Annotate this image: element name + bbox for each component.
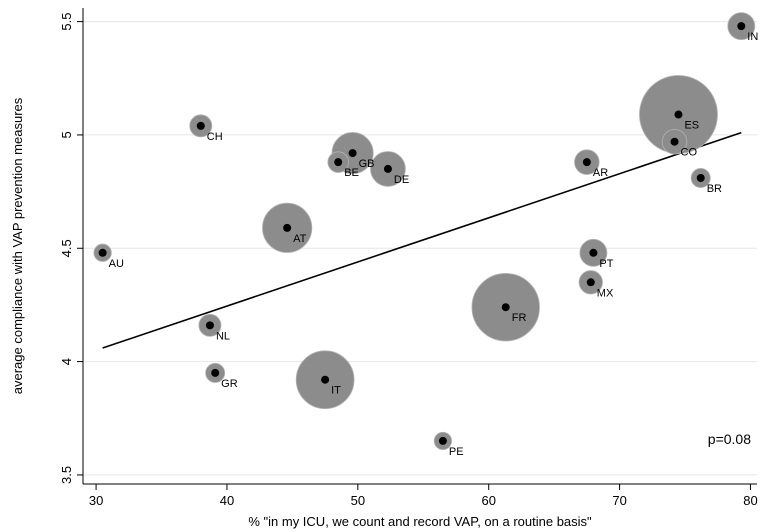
point-label-de: DE bbox=[394, 174, 409, 186]
y-tick-label: 5 bbox=[59, 131, 74, 138]
bubble-layer bbox=[93, 12, 756, 451]
point-label-in: IN bbox=[747, 31, 758, 43]
point-ch bbox=[196, 121, 205, 130]
point-at bbox=[283, 223, 292, 232]
point-label-gr: GR bbox=[221, 378, 238, 390]
point-label-co: CO bbox=[681, 147, 698, 159]
y-tick-label: 3.5 bbox=[59, 466, 74, 484]
point-pe bbox=[438, 436, 447, 445]
point-fr bbox=[501, 303, 510, 312]
point-in bbox=[737, 22, 746, 31]
x-tick-label: 70 bbox=[612, 493, 626, 508]
point-au bbox=[98, 248, 107, 257]
x-axis-title: % "in my ICU, we count and record VAP, o… bbox=[248, 514, 592, 529]
y-tick-label: 4 bbox=[59, 358, 74, 365]
point-label-pt: PT bbox=[599, 258, 613, 270]
y-tick-label: 4.5 bbox=[59, 239, 74, 257]
point-nl bbox=[205, 321, 214, 330]
y-ticks: 3.5 4 4.5 5 5.5 bbox=[59, 13, 83, 484]
point-pt bbox=[589, 248, 598, 257]
point-de bbox=[383, 164, 392, 173]
point-it bbox=[321, 375, 330, 384]
point-gb bbox=[348, 149, 357, 158]
point-label-au: AU bbox=[109, 258, 124, 270]
y-tick-label: 5.5 bbox=[59, 13, 74, 31]
point-label-at: AT bbox=[293, 233, 307, 245]
point-label-br: BR bbox=[707, 183, 722, 195]
point-label-mx: MX bbox=[597, 287, 614, 299]
point-label-pe: PE bbox=[449, 446, 464, 458]
point-label-nl: NL bbox=[216, 330, 230, 342]
p-value-annotation: p=0.08 bbox=[708, 431, 751, 447]
point-label-gb: GB bbox=[359, 158, 375, 170]
fit-line bbox=[102, 131, 742, 349]
x-tick-label: 30 bbox=[89, 493, 103, 508]
axes bbox=[82, 8, 757, 485]
point-label-fr: FR bbox=[512, 312, 527, 324]
point-mx bbox=[586, 278, 595, 287]
point-label-it: IT bbox=[331, 385, 341, 397]
point-co bbox=[670, 137, 679, 146]
point-label-ch: CH bbox=[207, 131, 223, 143]
point-label-ar: AR bbox=[593, 167, 608, 179]
x-tick-label: 60 bbox=[481, 493, 495, 508]
point-be bbox=[334, 158, 343, 167]
x-tick-label: 80 bbox=[743, 493, 757, 508]
point-br bbox=[696, 174, 705, 182]
fit-line-layer bbox=[102, 131, 742, 349]
point-ar bbox=[582, 158, 591, 167]
point-gr bbox=[211, 368, 220, 377]
dot-layer bbox=[98, 22, 746, 445]
point-es bbox=[674, 110, 683, 119]
point-label-es: ES bbox=[684, 120, 699, 132]
x-ticks: 30 40 50 60 70 80 bbox=[89, 484, 758, 508]
x-tick-label: 40 bbox=[220, 493, 234, 508]
y-axis-title: average compliance with VAP prevention m… bbox=[10, 97, 25, 394]
x-tick-label: 50 bbox=[351, 493, 365, 508]
point-label-be: BE bbox=[344, 167, 359, 179]
